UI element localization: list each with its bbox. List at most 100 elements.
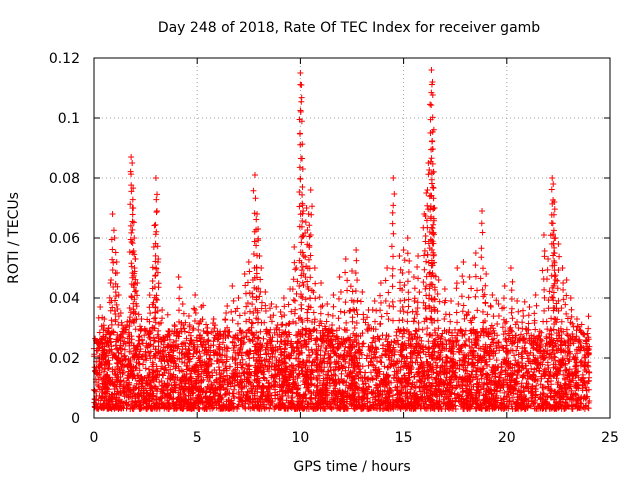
axis-ticks: 0 5 10 15 20 25 0 0.02 0.04 0.06 0.08 0.1 0.12 <box>49 51 619 446</box>
data-point <box>526 304 533 310</box>
data-point <box>137 327 144 334</box>
data-point <box>299 263 306 270</box>
data-point <box>477 275 484 282</box>
data-point <box>391 191 398 198</box>
data-point <box>211 325 218 332</box>
data-point <box>541 294 548 301</box>
data-point <box>404 250 411 257</box>
data-point <box>253 216 260 223</box>
data-point <box>429 160 436 167</box>
data-point <box>330 303 337 310</box>
data-point <box>234 320 241 327</box>
data-point <box>422 213 429 220</box>
data-point <box>421 266 428 273</box>
data-point <box>241 310 248 317</box>
data-point <box>341 309 348 316</box>
data-point <box>152 319 159 326</box>
data-point <box>300 208 307 215</box>
data-point <box>508 287 515 294</box>
data-point <box>347 283 354 290</box>
data-point <box>429 262 436 269</box>
data-point <box>112 249 119 256</box>
data-point <box>105 329 112 336</box>
data-point <box>541 286 548 293</box>
data-point <box>548 220 555 227</box>
data-point <box>474 287 481 294</box>
data-point <box>296 203 303 210</box>
data-point <box>431 295 438 302</box>
data-point <box>352 287 359 294</box>
data-point <box>292 266 299 273</box>
data-point <box>95 345 102 352</box>
data-point <box>112 311 119 318</box>
data-point <box>154 243 161 250</box>
data-point <box>354 277 361 284</box>
data-point <box>555 266 562 273</box>
data-point <box>410 318 417 325</box>
data-point <box>294 278 301 285</box>
data-point <box>468 285 475 292</box>
data-point <box>420 279 427 286</box>
data-point <box>293 265 300 271</box>
data-point <box>422 305 429 312</box>
data-point <box>422 233 429 240</box>
data-point <box>541 247 548 254</box>
data-point <box>298 305 305 312</box>
data-point <box>549 175 556 181</box>
data-point <box>267 314 274 321</box>
data-point <box>553 319 560 326</box>
data-point <box>430 221 437 228</box>
data-point <box>157 319 164 326</box>
data-point <box>414 263 421 270</box>
data-point <box>558 318 565 325</box>
data-point <box>545 256 552 262</box>
data-point <box>129 211 136 218</box>
data-point <box>481 317 488 324</box>
data-point <box>159 307 166 313</box>
data-point <box>146 318 153 325</box>
data-point <box>129 160 136 166</box>
data-point <box>298 118 305 125</box>
data-point <box>552 235 559 241</box>
data-point <box>128 238 135 245</box>
data-point <box>299 249 306 256</box>
data-point <box>131 296 138 303</box>
data-point <box>532 292 539 298</box>
data-point <box>306 233 313 240</box>
data-point <box>128 229 135 236</box>
data-point <box>146 292 153 298</box>
data-point <box>131 251 138 258</box>
data-point <box>430 169 437 175</box>
data-point <box>404 318 411 325</box>
data-point <box>385 316 392 323</box>
data-point <box>430 126 437 133</box>
chart-title: Day 248 of 2018, Rate Of TEC Index for r… <box>158 20 540 36</box>
data-point <box>97 304 104 310</box>
y-tick-label: 0.12 <box>49 51 80 67</box>
data-point <box>299 155 306 162</box>
data-point <box>424 251 431 258</box>
data-point <box>299 294 306 301</box>
data-point <box>306 265 313 272</box>
y-axis-label: ROTI / TECUs <box>6 192 22 284</box>
data-point <box>236 312 243 319</box>
data-point <box>307 274 314 281</box>
data-point <box>131 280 138 287</box>
data-point <box>289 286 296 293</box>
data-point <box>509 315 516 322</box>
data-point <box>429 225 436 232</box>
data-point <box>434 317 441 324</box>
data-point <box>151 315 158 322</box>
data-point <box>365 321 372 328</box>
data-point <box>108 236 115 243</box>
data-point <box>246 308 253 315</box>
y-tick-label: 0.02 <box>49 351 80 367</box>
data-point <box>154 296 161 303</box>
data-point <box>430 215 437 222</box>
data-point <box>300 270 307 277</box>
data-point <box>132 256 139 262</box>
data-point <box>262 289 269 295</box>
data-point <box>268 301 275 307</box>
data-point <box>192 310 199 317</box>
data-point <box>404 235 411 241</box>
